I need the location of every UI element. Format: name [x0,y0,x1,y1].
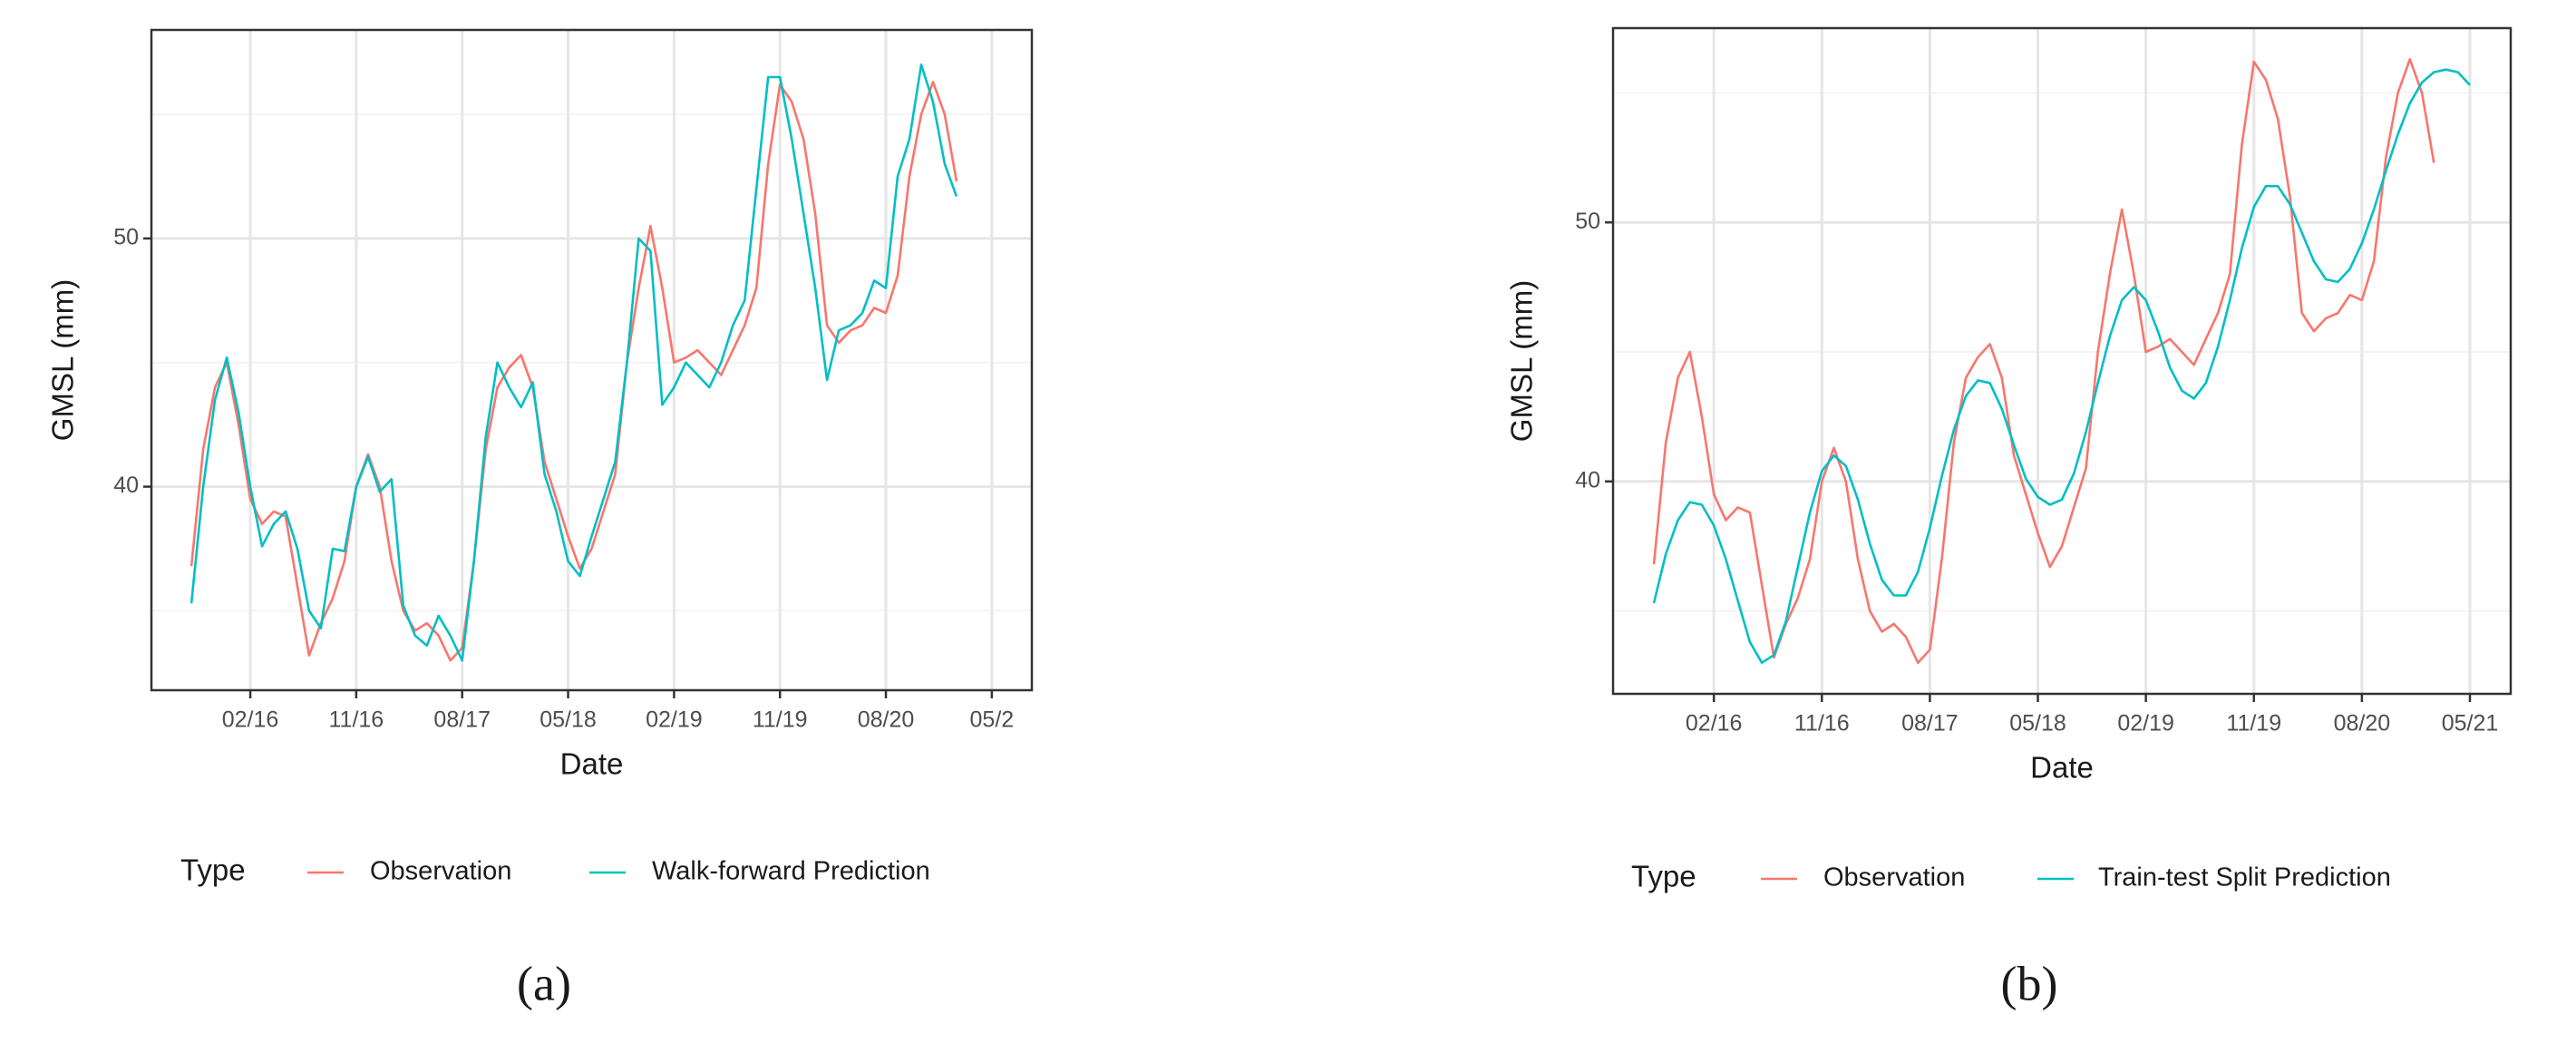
x-tick-label: 11/16 [1794,711,1850,736]
caption: (b) [2001,956,2058,1010]
y-axis-title: GMSL (mm) [46,279,80,441]
y-tick-label: 50 [113,225,139,250]
legend-title: Type [1631,860,1696,893]
caption: (a) [517,956,571,1010]
legend-label: Observation [370,857,511,886]
x-tick-label: 08/20 [2334,711,2391,736]
x-tick-label: 02/19 [2117,711,2174,736]
x-axis-title: Date [2030,751,2094,785]
y-tick-label: 40 [1575,467,1600,492]
x-tick-label: 02/19 [646,707,703,733]
x-tick-label: 02/16 [222,707,279,733]
y-tick-label: 40 [113,473,139,498]
x-tick-label: 11/19 [2226,711,2281,736]
plot-background [151,30,1032,690]
x-tick-label: 05/2 [970,707,1015,733]
legend-title: Type [180,853,246,887]
chart-panel: 40 50 02/16 11/16 08/17 05/18 02/19 11/19 08/20 0… [46,28,1034,1010]
panel-border [150,28,1034,692]
y-tick-label: 50 [1575,209,1600,234]
x-tick-label: 05/18 [2009,711,2066,736]
chart-panel: 40 50 02/16 11/16 08/17 05/18 02/19 11/19 08/20 0… [1505,26,2513,1010]
x-tick-label: 11/16 [329,707,384,733]
x-tick-label: 05/21 [2442,711,2499,736]
x-axis-title: Date [560,747,624,781]
plot-background [1613,28,2511,694]
x-tick-label: 11/19 [753,707,808,733]
x-tick-label: 08/17 [1901,711,1959,736]
x-tick-label: 08/20 [858,707,915,733]
y-axis-title: GMSL (mm) [1505,280,1539,442]
panel-border [1611,26,2513,696]
data-line [190,81,958,662]
legend-label: Observation [1823,863,1965,892]
x-tick-label: 08/17 [433,707,491,733]
x-tick-label: 02/16 [1686,711,1743,736]
legend-label: Walk-forward Prediction [652,857,930,886]
x-tick-label: 05/18 [540,707,597,733]
data-line [190,63,958,662]
legend-label: Train-test Split Prediction [2098,863,2391,892]
data-line [1652,68,2471,664]
